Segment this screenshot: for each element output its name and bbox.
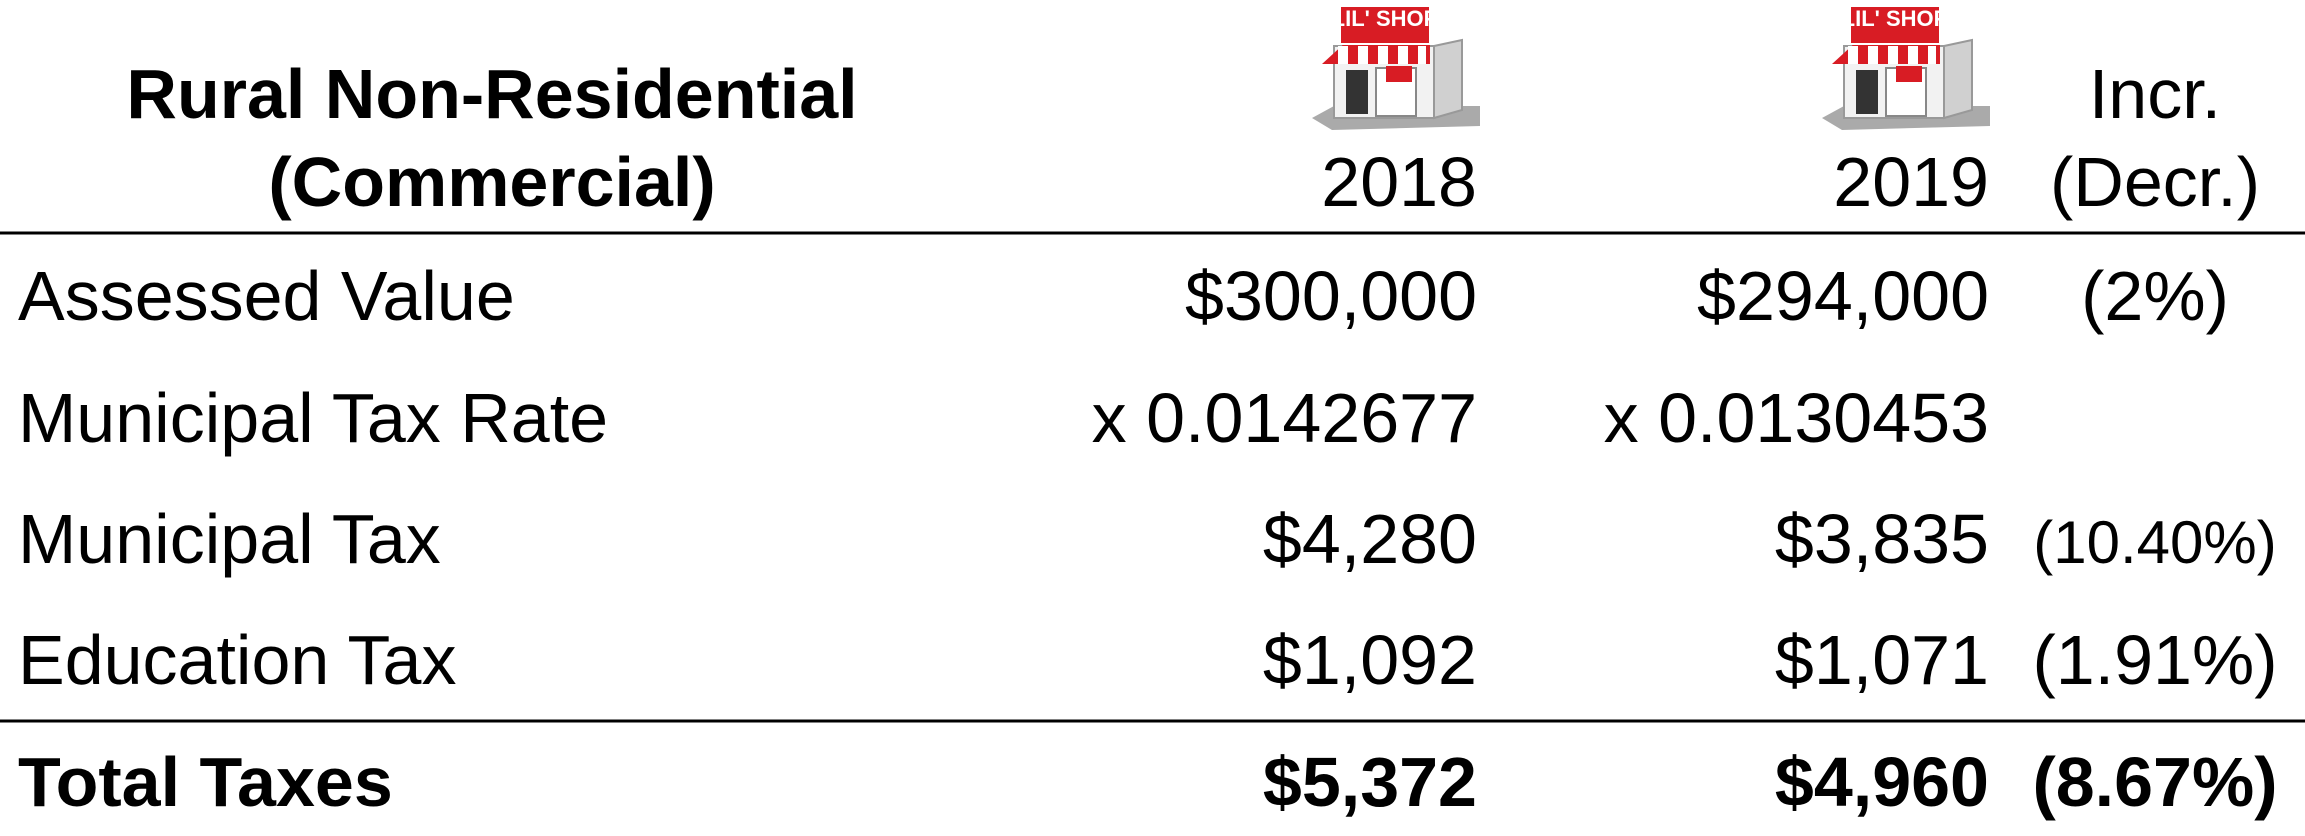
row-label: Assessed Value bbox=[18, 257, 515, 335]
page: LIL' SHOP LIL' SHOP Rural Non-Residentia… bbox=[0, 0, 2305, 836]
value-2019: $4,960 bbox=[1775, 743, 1989, 821]
icon-sign: LIL' SHOP bbox=[1332, 6, 1439, 31]
change: (2%) bbox=[2081, 257, 2229, 335]
row-label: Education Tax bbox=[18, 621, 456, 699]
value-2018: $300,000 bbox=[1185, 257, 1477, 335]
table-title: Rural Non-Residential bbox=[126, 55, 857, 133]
change: (8.67%) bbox=[2032, 743, 2277, 821]
change: (10.40%) bbox=[2033, 509, 2276, 576]
value-2019: $294,000 bbox=[1697, 257, 1989, 335]
row-label: Municipal Tax Rate bbox=[18, 379, 608, 457]
value-2018: $1,092 bbox=[1263, 621, 1477, 699]
row-label: Municipal Tax bbox=[18, 500, 441, 578]
column-header: (Decr.) bbox=[2050, 143, 2260, 221]
row-label: Total Taxes bbox=[18, 743, 393, 821]
table-title: (Commercial) bbox=[268, 143, 715, 221]
column-header: Incr. bbox=[2089, 55, 2221, 133]
value-2018: $4,280 bbox=[1263, 500, 1477, 578]
value-2019: x 0.0130453 bbox=[1604, 379, 1989, 457]
column-header: 2018 bbox=[1321, 143, 1477, 221]
value-2019: $3,835 bbox=[1775, 500, 1989, 578]
value-2018: $5,372 bbox=[1263, 743, 1477, 821]
value-2018: x 0.0142677 bbox=[1092, 379, 1477, 457]
column-header: 2019 bbox=[1833, 143, 1989, 221]
shop-icon: LIL' SHOP bbox=[1822, 6, 1990, 130]
change: (1.91%) bbox=[2032, 621, 2277, 699]
shop-icon: LIL' SHOP bbox=[1312, 6, 1480, 130]
value-2019: $1,071 bbox=[1775, 621, 1989, 699]
icon-sign: LIL' SHOP bbox=[1842, 6, 1949, 31]
